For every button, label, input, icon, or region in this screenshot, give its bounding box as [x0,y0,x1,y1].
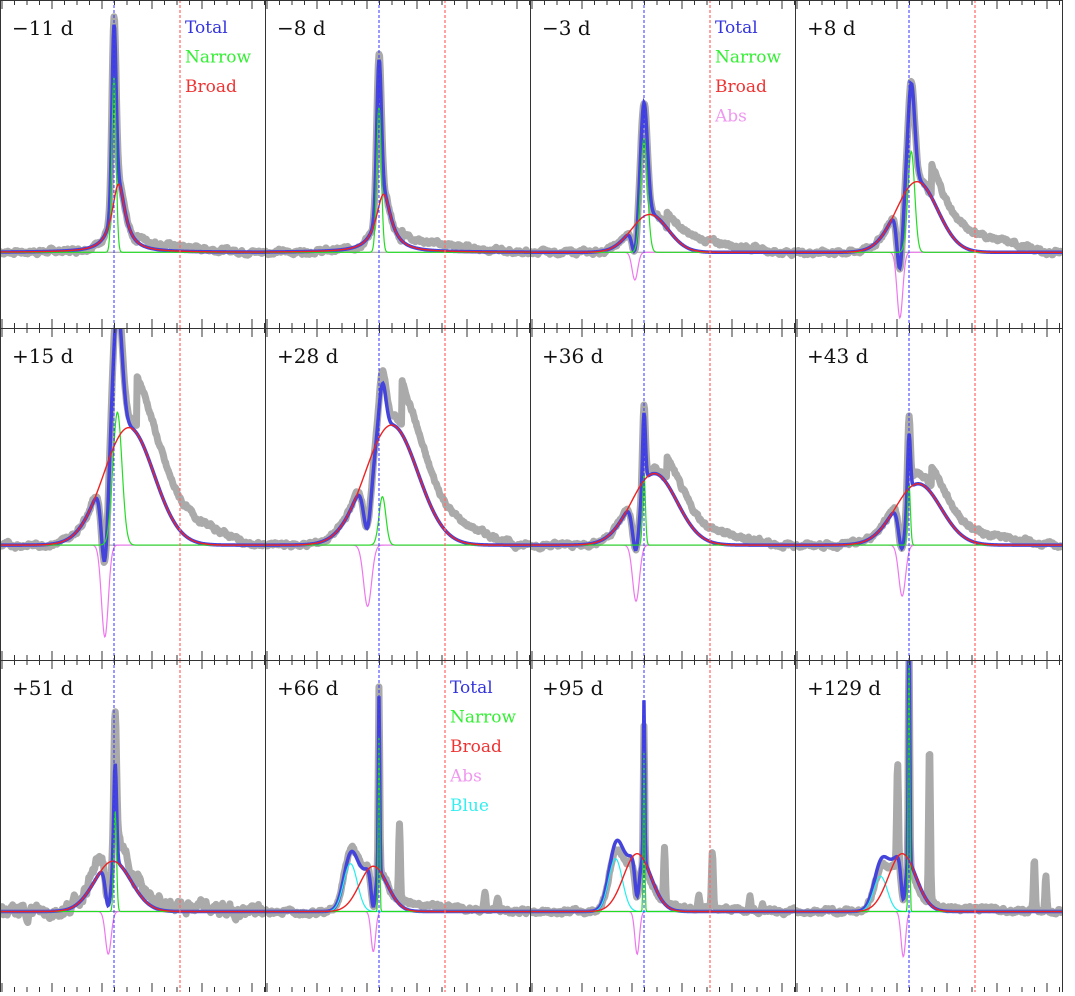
absorption-component-curve [530,910,795,956]
observed-spectrum [530,100,795,260]
observed-spectrum [265,683,530,919]
panel-4: +8 d [795,0,1063,329]
broad-component-curve [0,426,265,546]
epoch-label: +28 d [277,344,339,368]
panel-9: +51 d [0,660,266,993]
epoch-label: +66 d [277,676,339,700]
epoch-label: +36 d [542,344,604,368]
panel-8: +43 d [795,328,1063,661]
epoch-label: −8 d [277,16,326,40]
legend-entry-narrow: Narrow [185,48,251,68]
panel-7: +36 d [530,328,796,661]
observed-spectrum [795,412,1062,553]
panel-2: −8 d [265,0,531,329]
absorption-component-curve [795,544,1062,597]
absorption-component-curve [795,251,1062,320]
legend-entry-total: Total [185,18,228,38]
absorption-component-curve [0,544,265,639]
observed-spectrum [795,77,1062,273]
absorption-component-curve [530,544,795,603]
legend-entry-abs: Abs [714,107,747,127]
total-model-curve [795,433,1062,552]
narrow-component-curve [0,411,265,546]
total-model-curve [530,412,795,552]
panel-6: +28 d [265,328,531,661]
broad-component-curve [265,424,530,546]
absorption-component-curve [265,544,530,608]
legend-entry-blue: Blue [450,796,489,816]
panel-frame [265,328,531,661]
panel-frame [795,328,1063,661]
observed-spectrum [0,708,265,927]
epoch-label: +129 d [807,676,881,700]
legend-entry-broad: Broad [185,77,237,97]
epoch-label: −11 d [12,16,74,40]
absorption-component-curve [795,910,1062,959]
total-model-curve [265,380,530,547]
narrow-component-curve [0,811,265,913]
broad-component-curve [0,860,265,913]
narrow-component-curve [530,473,795,546]
broad-component-curve [265,193,530,253]
total-model-curve [530,97,795,255]
panel-frame [265,0,531,329]
broad-component-curve [530,213,795,254]
broad-component-curve [795,180,1062,254]
legend-entry-broad: Broad [715,77,767,97]
epoch-label: +51 d [12,676,74,700]
epoch-label: +95 d [542,676,604,700]
panel-frame [0,660,266,993]
broad-component-curve [265,865,530,913]
panel-frame [530,328,796,661]
observed-spectrum [530,722,795,919]
broad-component-curve [0,183,265,253]
panel-frame [0,328,266,661]
epoch-label: +43 d [807,344,869,368]
epoch-label: +8 d [807,16,856,40]
panel-5: +15 d [0,328,266,661]
panel-10: +66 d Total Narrow Broad Abs Blue [265,660,531,993]
epoch-label: −3 d [542,16,591,40]
observed-spectrum [265,367,530,552]
narrow-component-curve [795,484,1062,546]
panel-1: −11 d Total Narrow Broad [0,0,266,329]
broad-component-curve [795,852,1062,913]
legend-entry-abs: Abs [449,767,482,787]
narrow-component-curve [530,136,795,253]
total-model-curve [0,763,265,914]
broad-component-curve [530,852,795,913]
panel-12: +129 d [795,660,1063,993]
panel-frame [530,660,796,993]
legend-entry-total: Total [715,18,758,38]
broad-component-curve [530,472,795,546]
panel-3: −3 d Total Narrow Broad Abs [530,0,796,329]
total-model-curve [265,59,530,254]
legend-entry-total: Total [450,678,493,698]
legend-entry-narrow: Narrow [715,48,781,68]
absorption-component-curve [530,251,795,281]
observed-spectrum [265,50,530,259]
legend-entry-broad: Broad [450,737,502,757]
broad-component-curve [795,483,1062,546]
epoch-label: +15 d [12,344,74,368]
panel-11: +95 d [530,660,796,993]
legend-entry-narrow: Narrow [450,708,516,728]
